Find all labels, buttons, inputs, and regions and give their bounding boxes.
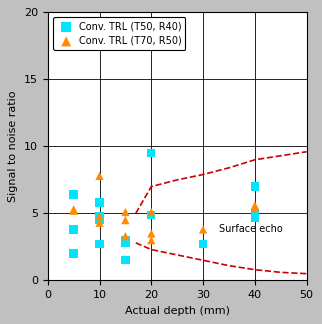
Conv. TRL (T50, R40) [97,214,102,219]
Conv. TRL (T50, R40) [71,251,76,256]
Conv. TRL (T70, R50) [123,209,128,214]
Conv. TRL (T50, R40) [97,217,102,223]
Conv. TRL (T70, R50) [252,203,258,208]
Conv. TRL (T50, R40) [123,237,128,243]
Conv. TRL (T70, R50) [252,205,258,211]
Conv. TRL (T50, R40) [97,242,102,247]
Conv. TRL (T70, R50) [201,227,206,232]
X-axis label: Actual depth (mm): Actual depth (mm) [125,306,230,316]
Conv. TRL (T70, R50) [123,217,128,223]
Conv. TRL (T50, R40) [123,258,128,263]
Legend: Conv. TRL (T50, R40), Conv. TRL (T70, R50): Conv. TRL (T50, R40), Conv. TRL (T70, R5… [52,17,185,50]
Conv. TRL (T50, R40) [149,150,154,156]
Conv. TRL (T50, R40) [71,227,76,232]
Conv. TRL (T70, R50) [149,209,154,214]
Conv. TRL (T50, R40) [201,242,206,247]
Conv. TRL (T50, R40) [97,200,102,205]
Conv. TRL (T50, R40) [71,192,76,197]
Conv. TRL (T50, R40) [123,240,128,246]
Conv. TRL (T50, R40) [252,215,258,220]
Conv. TRL (T70, R50) [149,237,154,243]
Conv. TRL (T50, R40) [252,211,258,216]
Conv. TRL (T70, R50) [97,214,102,219]
Text: Surface echo: Surface echo [219,225,282,235]
Conv. TRL (T50, R40) [149,212,154,217]
Conv. TRL (T70, R50) [149,231,154,236]
Conv. TRL (T70, R50) [97,173,102,179]
Conv. TRL (T50, R40) [252,184,258,189]
Conv. TRL (T70, R50) [97,220,102,226]
Conv. TRL (T70, R50) [123,234,128,239]
Conv. TRL (T70, R50) [71,208,76,213]
Y-axis label: Signal to noise ratio: Signal to noise ratio [8,91,18,202]
Conv. TRL (T70, R50) [71,207,76,212]
